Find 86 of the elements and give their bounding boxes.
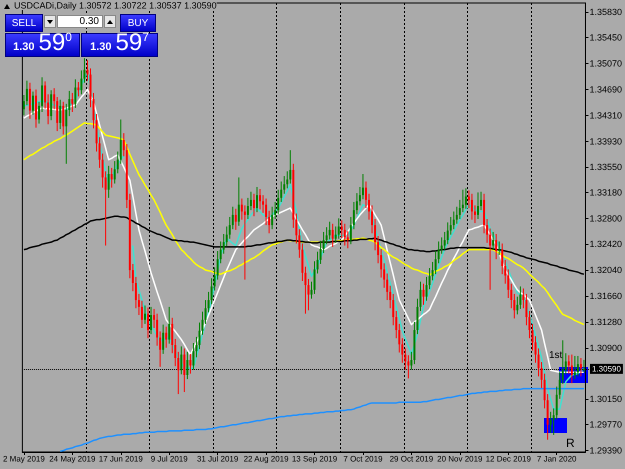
y-tick-label: 1.32420 [589,239,622,250]
annotation: 1.30 59$^{7}$ [90,29,149,56]
candlestick [74,78,76,108]
candlestick [50,90,52,121]
y-tick-label: 1.33180 [589,187,622,198]
candlestick [162,324,164,354]
candlestick [183,348,186,393]
x-tick-label: 13 Sep 2019 [292,454,338,464]
candlestick [28,82,31,120]
y-tick-label: 1.35450 [589,32,622,43]
y-tick-label: 1.31280 [589,316,622,327]
candlestick [256,186,258,213]
x-tick-label: 22 Aug 2019 [244,454,290,464]
x-tick-label: 12 Dec 2019 [486,454,532,464]
y-tick-label: 1.34310 [589,110,622,120]
y-tick-label: 1.33930 [589,136,622,146]
candlestick [328,221,331,240]
candlestick [289,150,292,184]
x-tick-label: 2 May 2019 [2,454,46,464]
candlestick [35,89,37,128]
candlestick [570,354,573,384]
candlestick [492,231,494,250]
y-tick-label: 1.33550 [589,162,622,172]
x-tick-label: 17 Jun 2019 [98,454,144,464]
candlestick [576,355,579,377]
candlestick [120,119,122,164]
candlestick [165,326,168,348]
x-tick-label: 24 May 2019 [49,454,96,464]
y-tick-label: 1.29770 [589,420,622,430]
candlestick [550,411,552,434]
candlestick [144,305,146,324]
candlestick [422,283,425,306]
candlestick [234,208,237,230]
candlestick [259,188,262,210]
ref-line-label: 1.30590 [592,364,622,374]
x-tick-label: 31 Jul 2019 [196,454,239,464]
annotation: SELL [12,18,36,28]
candlestick [32,91,34,116]
candlestick [171,317,174,354]
candlestick [580,357,582,377]
candlestick [147,307,150,339]
candlestick [252,193,255,217]
candlestick [332,223,334,248]
candlestick [464,188,467,210]
annotation: 1st [549,350,562,361]
x-tick-label: 20 Nov 2019 [437,454,484,464]
candlestick [470,193,473,220]
y-tick-label: 1.30150 [589,394,622,404]
y-tick-label: 1.31660 [589,290,622,301]
y-tick-label: 1.34690 [589,84,622,95]
candlestick [186,351,188,380]
y-tick-label: 1.32800 [589,213,622,224]
annotation: R [566,436,575,450]
annotation: BUY [128,18,148,28]
candlestick [108,165,110,198]
candlestick [77,82,80,97]
annotation: 0.30 [57,15,103,28]
candlestick [110,167,113,188]
candlestick [476,192,479,220]
y-tick-label: 1.35830 [589,6,622,17]
x-tick-label: 7 Oct 2019 [343,454,384,464]
candlestick [271,206,274,230]
candlestick [59,99,62,130]
x-tick-label: 7 Jan 2020 [536,454,578,464]
x-tick-label: 9 Jul 2019 [150,454,188,464]
y-tick-label: 1.29390 [589,446,622,456]
chart-title: USDCADi,Daily 1.30572 1.30722 1.30537 1.30590 [14,0,217,10]
candlestick [71,92,74,113]
y-tick-label: 1.32040 [589,265,622,276]
candlestick [238,176,240,226]
candlestick [150,306,152,335]
candlestick [62,101,64,135]
candlestick [562,340,564,384]
y-tick-label: 1.35070 [589,58,622,69]
candlestick [452,210,455,230]
candlestick [495,233,498,260]
candlestick [189,353,192,374]
annotation: 1.30 59$^{0}$ [13,28,72,56]
candlestick [344,223,346,246]
candlestick [180,346,182,375]
x-tick-label: 29 Oct 2019 [390,454,434,464]
candlestick [168,306,170,344]
candlestick [338,218,340,240]
candlestick [498,240,500,256]
candlestick [574,355,576,380]
y-tick-label: 1.30900 [589,342,622,353]
